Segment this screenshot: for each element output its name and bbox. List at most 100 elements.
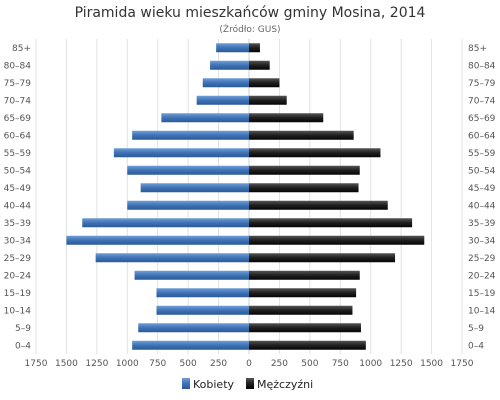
bar-mezczyzni (249, 200, 388, 210)
bar-mezczyzni (249, 305, 353, 315)
bar-kobiety (132, 130, 249, 140)
age-label-left: 50–54 (4, 166, 32, 176)
x-tick-label: 0 (246, 359, 252, 369)
bar-kobiety (138, 323, 249, 333)
x-tick-label: 1750 (25, 359, 48, 369)
bars-group (66, 43, 425, 350)
legend-label-kobiety: Kobiety (193, 378, 235, 391)
age-label-left: 85+ (12, 44, 31, 54)
age-label-right: 45–49 (468, 184, 496, 194)
legend-swatch-kobiety (182, 378, 190, 389)
age-label-left: 80–84 (4, 61, 32, 71)
bar-mezczyzni (249, 148, 381, 158)
x-tick-label: 250 (271, 359, 288, 369)
bar-mezczyzni (249, 130, 354, 140)
x-tick-label: 1500 (420, 359, 443, 369)
bar-mezczyzni (249, 165, 360, 175)
bar-mezczyzni (249, 183, 359, 193)
bar-mezczyzni (249, 43, 260, 53)
bar-mezczyzni (249, 235, 425, 245)
age-label-right: 20–24 (468, 271, 496, 281)
age-label-left: 20–24 (4, 271, 32, 281)
bar-kobiety (113, 148, 249, 158)
bar-kobiety (140, 183, 249, 193)
legend-swatch-mezczyzni (246, 378, 254, 389)
age-label-right: 5–9 (468, 324, 484, 334)
age-label-left: 10–14 (4, 306, 32, 316)
grid-lines (35, 39, 463, 354)
age-label-left: 60–64 (4, 131, 32, 141)
age-label-right: 15–19 (468, 289, 496, 299)
legend-label-mezczyzni: Mężczyźni (257, 378, 313, 391)
x-tick-label: 1250 (390, 359, 413, 369)
age-label-right: 50–54 (468, 166, 496, 176)
age-label-right: 30–34 (468, 236, 496, 246)
age-label-left: 5–9 (15, 324, 31, 334)
age-label-left: 30–34 (4, 236, 32, 246)
age-label-right: 80–84 (468, 61, 496, 71)
x-tick-label: 750 (332, 359, 349, 369)
age-label-right: 10–14 (468, 306, 496, 316)
age-label-right: 75–79 (468, 79, 496, 89)
bar-kobiety (202, 78, 249, 88)
bar-kobiety (127, 200, 249, 210)
age-label-left: 0–4 (15, 341, 31, 351)
x-axis-ticks: 1750 1500 1250 1000 750 500 250 0 250 500 750 1000 1… (25, 359, 474, 369)
bar-mezczyzni (249, 270, 360, 280)
bar-kobiety (66, 235, 249, 245)
bar-mezczyzni (249, 78, 280, 88)
age-label-left: 55–59 (4, 149, 32, 159)
age-label-right: 65–69 (468, 114, 496, 124)
bar-kobiety (216, 43, 249, 53)
age-label-right: 55–59 (468, 149, 496, 159)
bar-mezczyzni (249, 253, 396, 263)
age-label-right: 85+ (468, 44, 487, 54)
bar-kobiety (156, 288, 249, 298)
age-labels-right: 0–4 5–9 10–14 15–19 20–24 25–29 30–34 35–39 40–4… (468, 44, 496, 352)
bar-mezczyzni (249, 288, 357, 298)
bar-kobiety (156, 305, 249, 315)
bar-kobiety (127, 165, 249, 175)
bar-mezczyzni (249, 340, 366, 350)
x-tick-label: 250 (210, 359, 227, 369)
bar-kobiety (134, 270, 249, 280)
x-tick-label: 500 (180, 359, 197, 369)
bar-mezczyzni (249, 323, 361, 333)
bar-mezczyzni (249, 113, 324, 123)
x-tick-label: 750 (149, 359, 166, 369)
bar-mezczyzni (249, 95, 287, 105)
age-label-left: 15–19 (4, 289, 32, 299)
age-label-right: 60–64 (468, 131, 496, 141)
age-label-left: 25–29 (4, 254, 32, 264)
age-label-left: 40–44 (4, 201, 32, 211)
age-label-right: 25–29 (468, 254, 496, 264)
chart-subtitle: (Źródło: GUS) (219, 23, 280, 35)
age-label-left: 45–49 (4, 184, 32, 194)
x-tick-label: 1750 (451, 359, 474, 369)
age-label-left: 65–69 (4, 114, 32, 124)
age-label-right: 40–44 (468, 201, 496, 211)
x-tick-label: 1500 (55, 359, 78, 369)
x-tick-label: 500 (301, 359, 318, 369)
x-tick-label: 1000 (359, 359, 382, 369)
bar-kobiety (95, 253, 249, 263)
age-labels-left: 0–4 5–9 10–14 15–19 20–24 25–29 30–34 35–39 40–4… (4, 44, 32, 352)
age-label-left: 75–79 (4, 79, 32, 89)
bar-kobiety (82, 218, 249, 228)
bar-mezczyzni (249, 60, 270, 70)
bar-kobiety (132, 340, 249, 350)
bar-kobiety (210, 60, 249, 70)
bar-kobiety (161, 113, 249, 123)
age-label-right: 35–39 (468, 219, 496, 229)
bar-kobiety (196, 95, 249, 105)
x-tick-label: 1250 (85, 359, 108, 369)
age-label-left: 70–74 (4, 96, 32, 106)
age-label-left: 35–39 (4, 219, 32, 229)
chart-title: Piramida wieku mieszkańców gminy Mosina,… (75, 5, 426, 21)
x-tick-label: 1000 (116, 359, 139, 369)
age-label-right: 70–74 (468, 96, 496, 106)
age-label-right: 0–4 (468, 341, 484, 351)
legend: Kobiety Mężczyźni (182, 378, 313, 391)
bar-mezczyzni (249, 218, 413, 228)
